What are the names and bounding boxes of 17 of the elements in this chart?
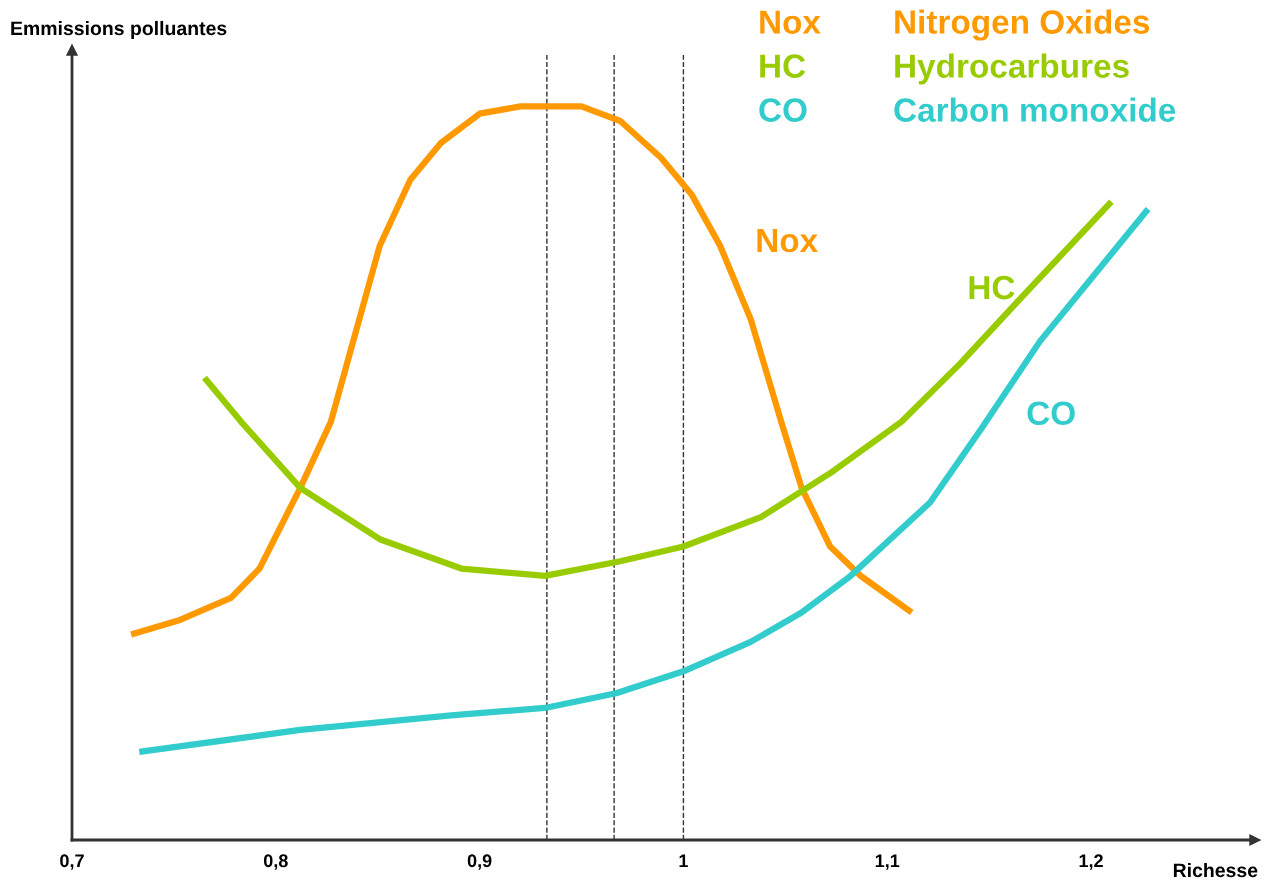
x-tick-label: 0,9 (467, 854, 492, 870)
text: Hydrocarbures (895, 53, 1129, 85)
series-label: Nox (757, 229, 818, 253)
x-tick-label: 0,7 (60, 854, 84, 870)
text: HC (760, 54, 806, 78)
x-axis-title: Richesse (1173, 862, 1258, 878)
series-label: HC (969, 275, 1015, 300)
series-label: CO (1027, 401, 1075, 426)
text: CO (759, 98, 807, 122)
x-tick-label: 1,2 (1079, 854, 1103, 870)
x-tick-label: 1,1 (875, 854, 900, 870)
y-axis-title: Emmissions polluantes (11, 20, 227, 40)
text: Nox (760, 10, 821, 34)
x-tick-label: 0,8 (263, 854, 288, 870)
text: Nitrogen Oxides (895, 9, 1150, 41)
x-tick-label: 1 (679, 854, 688, 867)
annotation: Carbon monoxide (894, 97, 1176, 122)
